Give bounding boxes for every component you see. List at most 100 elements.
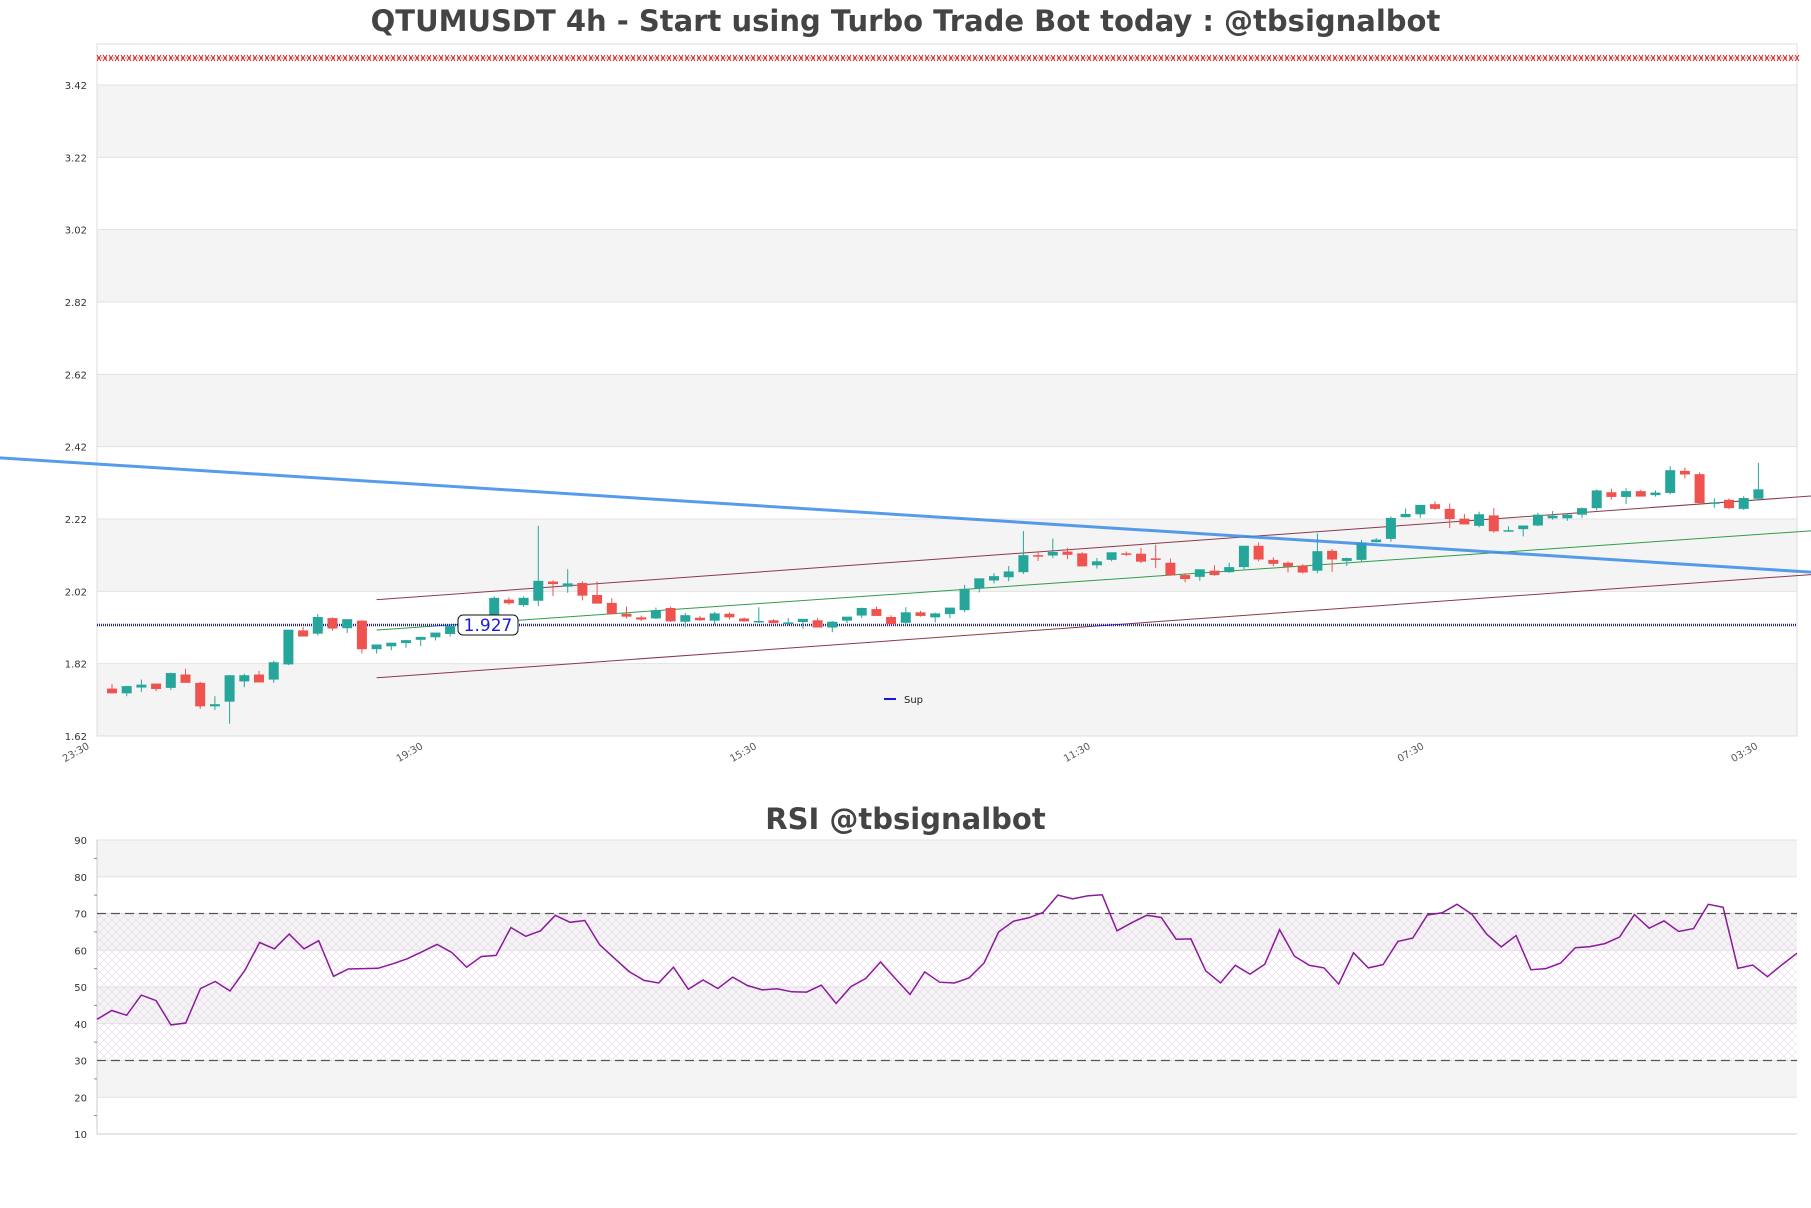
candle-body [1503, 530, 1514, 532]
candle [445, 626, 456, 637]
marker-x [420, 54, 426, 62]
marker-x [1704, 54, 1710, 62]
marker-x [1380, 54, 1386, 62]
marker-x [1392, 54, 1398, 62]
marker-x [1680, 54, 1686, 62]
marker-x [1596, 54, 1602, 62]
marker-x [1416, 54, 1422, 62]
candle-body [298, 630, 309, 637]
candle [342, 619, 353, 633]
candle-body [900, 612, 911, 623]
rsi-y-tick-label: 10 [74, 1130, 87, 1141]
candle [327, 617, 338, 631]
marker-x [804, 54, 810, 62]
rsi-y-tick-label: 20 [74, 1093, 87, 1104]
marker-x [744, 54, 750, 62]
candle [1194, 569, 1205, 581]
candle [1562, 513, 1573, 521]
candle [1459, 513, 1470, 525]
candle-body [342, 619, 353, 629]
candle [1709, 498, 1720, 508]
marker-x [1632, 54, 1638, 62]
candle [739, 617, 750, 622]
candle-body [1577, 508, 1587, 515]
marker-x [1224, 54, 1230, 62]
candle-body [1415, 504, 1426, 515]
marker-x [1296, 54, 1302, 62]
candle [195, 681, 206, 709]
candle-body [1591, 490, 1602, 509]
candle-body [415, 636, 426, 640]
candle [1106, 552, 1117, 562]
candle [1047, 538, 1058, 559]
price-y-tick-label: 2.22 [65, 515, 87, 526]
candle-body [1106, 552, 1117, 560]
candle-body [1268, 559, 1279, 564]
candle-body [1444, 508, 1455, 519]
candle-body [636, 617, 647, 620]
candle [650, 607, 661, 620]
marker-x [696, 54, 702, 62]
candle-body [254, 674, 264, 683]
candle-body [1724, 499, 1734, 509]
marker-x [672, 54, 678, 62]
candle-body [621, 613, 632, 617]
marker-x [1356, 54, 1362, 62]
candle-body [606, 602, 617, 615]
candle-body [1077, 553, 1088, 567]
marker-x [432, 54, 438, 62]
candle-body [871, 609, 882, 616]
marker-x [780, 54, 786, 62]
candle [518, 596, 529, 607]
marker-x [1272, 54, 1278, 62]
candle-body [518, 597, 529, 606]
candle [753, 607, 764, 623]
candle-body [268, 662, 279, 680]
marker-x [888, 54, 894, 62]
candle-body [1665, 470, 1676, 493]
support-price-label: 1.927 [457, 614, 519, 636]
candle-body [503, 599, 514, 604]
candle [636, 615, 647, 621]
candle-body [386, 642, 397, 647]
marker-x [936, 54, 942, 62]
marker-x [636, 54, 642, 62]
candle-body [915, 612, 926, 616]
marker-x [1536, 54, 1542, 62]
marker-x [1368, 54, 1374, 62]
candle [592, 581, 603, 604]
candle-body [1488, 515, 1499, 532]
candle [606, 598, 617, 615]
price-chart-title: QTUMUSDT 4h - Start using Turbo Trade Bo… [370, 4, 1441, 38]
price-y-tick-label: 3.22 [65, 153, 87, 164]
candle [974, 578, 985, 593]
rsi-zone [97, 913, 1797, 1061]
marker-x [444, 54, 450, 62]
candle-body [1194, 569, 1205, 577]
candle [577, 581, 588, 601]
candle [283, 629, 294, 666]
candle [856, 607, 867, 619]
candle [1033, 551, 1044, 561]
marker-x [1692, 54, 1698, 62]
rsi-y-tick-label: 90 [74, 836, 87, 847]
marker-x [1752, 54, 1758, 62]
marker-x [684, 54, 690, 62]
candle [298, 627, 309, 637]
candle [548, 580, 558, 597]
price-grid-band [97, 85, 1797, 158]
candle [430, 632, 441, 641]
marker-x [408, 54, 414, 62]
candle [121, 685, 132, 697]
candle [268, 660, 279, 683]
support-label-text: 1.927 [464, 616, 513, 636]
candle [415, 636, 426, 646]
candle [401, 640, 411, 648]
marker-x [492, 54, 498, 62]
resistance-trendline [0, 456, 1811, 574]
candle-body [121, 686, 132, 694]
rsi-line [96, 894, 1798, 1026]
candle-body [650, 610, 661, 619]
marker-x [252, 54, 258, 62]
